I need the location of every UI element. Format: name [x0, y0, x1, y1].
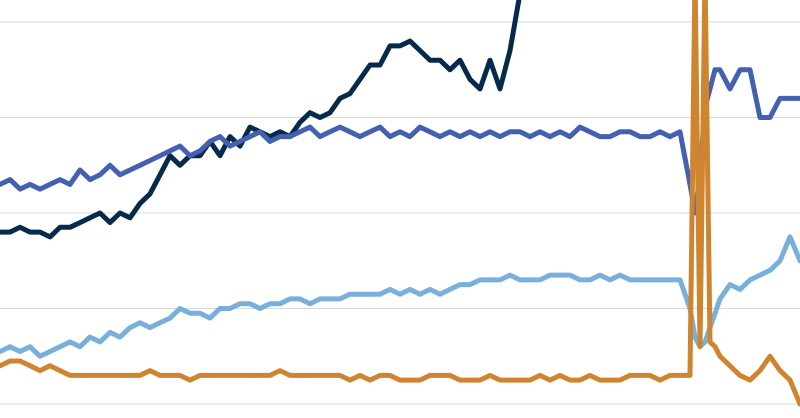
series-line-1 [0, 67, 800, 216]
series-group [0, 0, 800, 407]
series-line-0 [0, 0, 522, 240]
series-line-2 [0, 234, 800, 359]
series-line-3 [0, 0, 800, 407]
